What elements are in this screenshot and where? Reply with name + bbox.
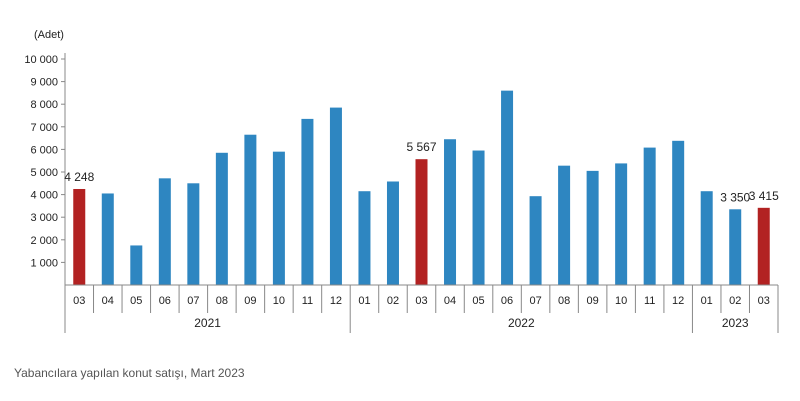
x-tick-label: 11 [644, 295, 655, 307]
x-tick-label: 02 [387, 295, 399, 307]
y-axis: 1 000 2 000 3 000 4 000 5 000 6 000 7 000 8 000… [24, 53, 66, 285]
bar-data-label: 3 350 [720, 190, 750, 204]
bar [272, 151, 285, 285]
x-tick-label: 04 [444, 295, 456, 307]
x-tick-label: 10 [615, 295, 627, 307]
bar-data-label: 4 248 [64, 170, 94, 184]
x-tick-label: 11 [302, 295, 313, 307]
y-tick-label: 3 000 [30, 212, 58, 224]
x-tick-label: 08 [558, 295, 570, 307]
x-tick-label: 03 [758, 295, 770, 307]
x-tick-label: 08 [216, 295, 228, 307]
year-label: 2022 [508, 316, 535, 330]
x-tick-label: 09 [244, 295, 256, 307]
x-tick-label: 03 [415, 295, 427, 307]
y-tick-label: 6 000 [30, 144, 58, 156]
x-tick-label: 04 [102, 295, 114, 307]
x-tick-label: 10 [273, 295, 285, 307]
x-tick-label: 06 [501, 295, 513, 307]
bar [386, 181, 399, 285]
x-tick-label: 01 [358, 295, 370, 307]
y-tick-label: 5 000 [30, 167, 58, 179]
y-unit-label: (Adet) [34, 29, 64, 41]
bar-data-label: 5 567 [406, 140, 436, 154]
y-tick-label: 2 000 [30, 235, 58, 247]
x-tick-label: 05 [130, 295, 142, 307]
x-tick-label: 05 [472, 295, 484, 307]
bar [329, 107, 342, 285]
bar [729, 209, 742, 285]
y-tick-label: 7 000 [30, 122, 58, 134]
bar [187, 183, 200, 285]
bar [672, 140, 685, 285]
y-tick-label: 4 000 [30, 190, 58, 202]
y-tick-label: 10 000 [24, 54, 58, 66]
bar-data-label: 3 415 [749, 189, 779, 203]
bar [158, 178, 171, 285]
bar [415, 159, 428, 285]
bar [757, 207, 770, 285]
bar [73, 188, 86, 285]
y-tick-label: 1 000 [30, 257, 58, 269]
bar [444, 139, 457, 285]
bar [529, 196, 542, 285]
x-tick-label: 01 [701, 295, 713, 307]
bar [101, 193, 114, 285]
bar [215, 152, 228, 285]
bar [643, 147, 656, 285]
x-tick-label: 06 [159, 295, 171, 307]
x-axis: 03 04 05 06 07 08 09 10 11 12 01 02 03 04 05 06 07 08 09 10… [64, 284, 779, 333]
chart-caption: Yabancılara yapılan konut satışı, Mart 2… [14, 366, 245, 380]
bar [700, 191, 713, 285]
bar [301, 118, 314, 285]
bar [130, 245, 143, 285]
x-tick-label: 12 [672, 295, 684, 307]
x-tick-label: 07 [529, 295, 541, 307]
bar [472, 150, 485, 285]
bar [615, 163, 628, 285]
year-label: 2023 [722, 316, 749, 330]
y-tick-label: 9 000 [30, 77, 58, 89]
bar [501, 90, 514, 285]
x-tick-label: 09 [586, 295, 598, 307]
x-tick-label: 12 [330, 295, 342, 307]
x-tick-label: 07 [187, 295, 199, 307]
bar [558, 165, 571, 285]
bar [244, 134, 257, 285]
bar [586, 170, 599, 285]
y-tick-label: 8 000 [30, 99, 58, 111]
bar [358, 191, 371, 285]
year-label: 2021 [194, 316, 221, 330]
x-tick-label: 03 [73, 295, 85, 307]
x-tick-label: 02 [729, 295, 741, 307]
